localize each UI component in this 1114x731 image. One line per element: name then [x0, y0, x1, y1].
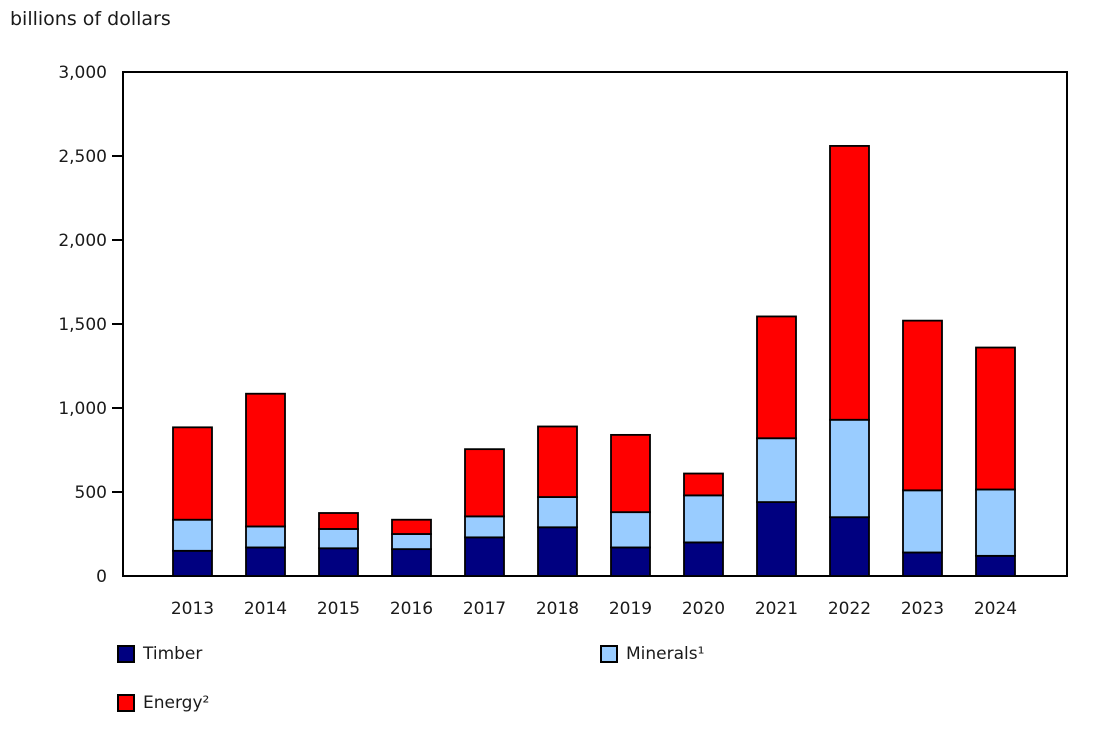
bar-segment-2023-energy [902, 319, 943, 492]
bar-segment-2023-minerals [902, 489, 943, 554]
energy-swatch [117, 694, 135, 712]
bar-segment-2018-timber [537, 526, 578, 577]
x-tick-label: 2016 [390, 599, 433, 619]
bar-segment-2017-timber [464, 536, 505, 577]
x-tick-label: 2013 [171, 599, 214, 619]
bar-segment-2014-timber [245, 546, 286, 577]
x-tick-label: 2021 [755, 599, 798, 619]
bar-segment-2015-timber [318, 547, 359, 577]
bar-segment-2021-energy [756, 315, 797, 440]
legend-label-energy: Energy² [143, 693, 210, 713]
y-tick-label: 2,500 [58, 147, 107, 167]
legend-item-timber: Timber [117, 644, 202, 664]
bar-segment-2016-timber [391, 548, 432, 577]
bar-segment-2020-energy [683, 472, 724, 497]
bar-segment-2022-minerals [829, 418, 870, 519]
x-tick-label: 2014 [244, 599, 287, 619]
bar-segment-2015-minerals [318, 528, 359, 550]
y-tick-label: 1,000 [58, 399, 107, 419]
bar-segment-2016-minerals [391, 533, 432, 551]
bar-segment-2019-energy [610, 433, 651, 514]
bar-segment-2016-energy [391, 518, 432, 535]
bar-segment-2024-minerals [975, 488, 1016, 557]
bar-segment-2014-energy [245, 392, 286, 528]
bar-segment-2015-energy [318, 512, 359, 530]
bar-segment-2013-energy [172, 426, 213, 521]
bar-segment-2018-minerals [537, 496, 578, 529]
bar-segment-2021-timber [756, 501, 797, 577]
bar-segment-2023-timber [902, 551, 943, 577]
x-tick-label: 2019 [609, 599, 652, 619]
legend-item-energy: Energy² [117, 693, 209, 713]
bar-segment-2013-minerals [172, 518, 213, 552]
bar-segment-2020-minerals [683, 494, 724, 544]
bar-segment-2022-energy [829, 145, 870, 421]
minerals-swatch [600, 645, 618, 663]
x-tick-label: 2020 [682, 599, 725, 619]
bar-segment-2017-energy [464, 448, 505, 518]
legend-item-minerals: Minerals¹ [600, 644, 704, 664]
chart-title: billions of dollars [10, 8, 171, 30]
x-tick-label: 2018 [536, 599, 579, 619]
bar-segment-2021-minerals [756, 437, 797, 503]
y-tick-label: 500 [75, 483, 107, 503]
bar-segment-2017-minerals [464, 515, 505, 539]
bar-segment-2018-energy [537, 425, 578, 498]
timber-swatch [117, 645, 135, 663]
bar-segment-2013-timber [172, 549, 213, 577]
bar-segment-2024-energy [975, 346, 1016, 491]
x-tick-label: 2023 [901, 599, 944, 619]
bar-segment-2019-minerals [610, 511, 651, 549]
x-tick-label: 2017 [463, 599, 506, 619]
bar-segment-2019-timber [610, 546, 651, 577]
y-tick-label: 2,000 [58, 231, 107, 251]
x-tick-label: 2022 [828, 599, 871, 619]
bar-segment-2024-timber [975, 554, 1016, 577]
legend-label-minerals: Minerals¹ [626, 644, 705, 664]
bar-segment-2014-minerals [245, 525, 286, 549]
y-tick-label: 1,500 [58, 315, 107, 335]
y-tick-label: 0 [96, 567, 107, 587]
legend-label-timber: Timber [143, 644, 203, 664]
x-tick-label: 2015 [317, 599, 360, 619]
bar-segment-2022-timber [829, 516, 870, 577]
y-tick-label: 3,000 [58, 63, 107, 83]
bar-segment-2020-timber [683, 541, 724, 577]
x-tick-label: 2024 [974, 599, 1017, 619]
